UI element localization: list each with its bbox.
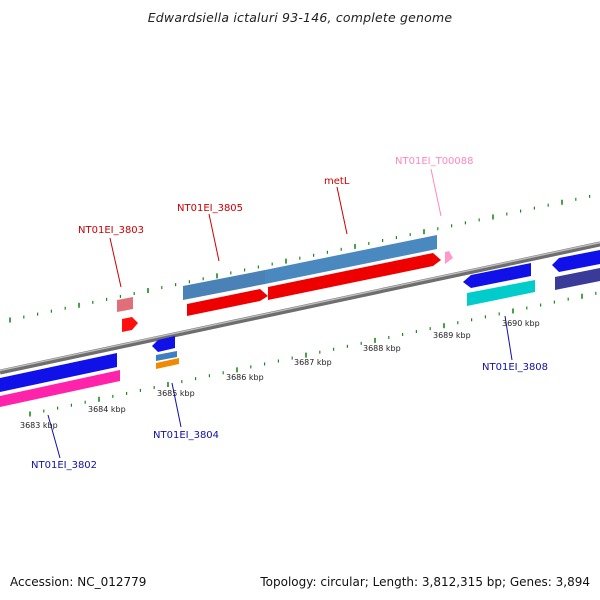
kbp-label-3687: 3687 kbp [294, 358, 332, 367]
label-nt01ei-3808[interactable]: NT01EI_3808 [482, 362, 548, 373]
label-nt01ei-3804[interactable]: NT01EI_3804 [153, 430, 219, 441]
cds-nt01ei-3808[interactable] [467, 280, 535, 306]
kbp-label-layer: 3683 kbp 3684 kbp 3685 kbp 3686 kbp 3687… [20, 319, 540, 430]
genome-backbone [0, 241, 600, 375]
cds-nt01ei-3804[interactable] [156, 351, 177, 361]
genome-title: Edwardsiella ictaluri 93-146, complete g… [147, 10, 453, 25]
kbp-label-3685: 3685 kbp [157, 389, 195, 398]
leader-metl [336, 186, 348, 235]
gene-right-edge[interactable] [552, 250, 600, 272]
gene-metl[interactable] [265, 235, 437, 284]
kbp-label-3688: 3688 kbp [363, 344, 401, 353]
gene-label-layer: NT01EI_3803 NT01EI_3805 metL NT01EI_T000… [31, 156, 548, 471]
kbp-label-3684: 3684 kbp [88, 405, 126, 414]
trna-nt01ei-t00088[interactable] [445, 251, 453, 264]
genome-summary-text: Topology: circular; Length: 3,812,315 bp… [260, 575, 590, 589]
label-nt01ei-3805[interactable]: NT01EI_3805 [177, 203, 243, 214]
label-metl[interactable]: metL [324, 176, 350, 187]
accession-text: Accession: NC_012779 [10, 575, 147, 589]
misc-nt01ei-3804[interactable] [156, 358, 179, 369]
leader-nt01ei-3808 [504, 315, 513, 361]
cds-nt01ei-3802[interactable] [0, 370, 120, 407]
forward-features [117, 235, 453, 332]
kbp-label-3690: 3690 kbp [502, 319, 540, 328]
forward-tick-row [9, 194, 591, 323]
leader-nt01ei-3805 [208, 213, 220, 262]
cds-nt01ei-3805[interactable] [187, 289, 268, 316]
genome-backbone-highlight [0, 241, 600, 372]
cds-right-edge[interactable] [555, 268, 600, 290]
leader-nt01ei-t00088 [430, 168, 442, 217]
gene-nt01ei-3808[interactable] [463, 263, 531, 288]
leader-nt01ei-3804 [171, 382, 182, 428]
reverse-features [0, 250, 600, 407]
gene-nt01ei-3805[interactable] [183, 270, 265, 300]
leader-lines [47, 168, 513, 459]
leader-nt01ei-3802 [47, 414, 61, 459]
reverse-tick-row [29, 291, 597, 417]
cds-metl[interactable] [268, 253, 441, 300]
gene-nt01ei-3803[interactable] [117, 297, 133, 312]
label-nt01ei-t00088[interactable]: NT01EI_T00088 [395, 156, 474, 167]
leader-nt01ei-3803 [109, 237, 122, 288]
gene-nt01ei-3804[interactable] [152, 336, 175, 352]
label-nt01ei-3803[interactable]: NT01EI_3803 [78, 225, 144, 236]
label-nt01ei-3802[interactable]: NT01EI_3802 [31, 460, 97, 471]
kbp-label-3689: 3689 kbp [433, 331, 471, 340]
gene-nt01ei-3802[interactable] [0, 353, 117, 392]
kbp-label-3686: 3686 kbp [226, 373, 264, 382]
kbp-label-3683: 3683 kbp [20, 421, 58, 430]
cds-nt01ei-3803[interactable] [122, 317, 138, 332]
